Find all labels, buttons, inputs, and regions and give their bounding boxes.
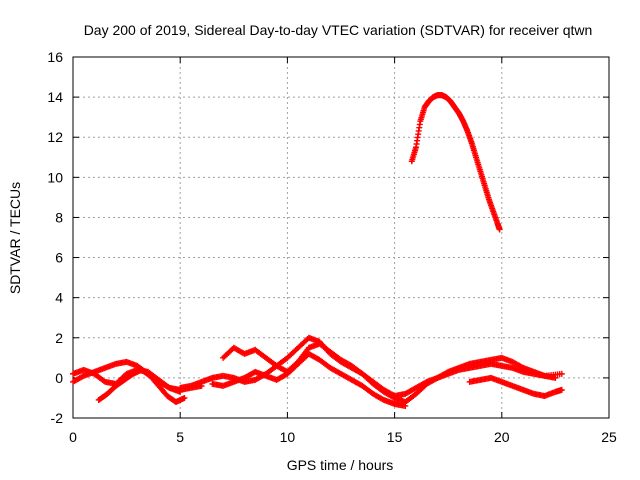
y-tick-label: 4 xyxy=(55,290,63,306)
series-satellite-track-6 xyxy=(209,350,409,409)
series-satellite-track-3 xyxy=(95,366,188,405)
x-tick-label: 10 xyxy=(280,429,296,445)
chart-title: Day 200 of 2019, Sidereal Day-to-day VTE… xyxy=(84,22,593,38)
x-tick-label: 0 xyxy=(69,429,77,445)
y-tick-label: 16 xyxy=(47,49,63,65)
data-point xyxy=(181,394,188,401)
x-tick-label: 25 xyxy=(601,429,617,445)
data-point xyxy=(496,226,503,233)
y-axis-label: SDTVAR / TECUs xyxy=(7,182,23,294)
data-points xyxy=(70,92,565,409)
y-tick-label: 12 xyxy=(47,129,63,145)
y-tick-label: 6 xyxy=(55,250,63,266)
y-tick-label: 14 xyxy=(47,89,63,105)
data-point xyxy=(558,386,565,393)
y-tick-label: 0 xyxy=(55,370,63,386)
grid-lines xyxy=(73,57,609,418)
plot-frame xyxy=(72,56,610,419)
y-tick-label: 8 xyxy=(55,209,63,225)
data-point xyxy=(552,374,559,381)
x-tick-label: 5 xyxy=(176,429,184,445)
y-tick-labels: -2 0 2 4 6 8 10 12 14 16 xyxy=(47,49,63,426)
x-tick-label: 15 xyxy=(387,429,403,445)
data-point xyxy=(558,370,565,377)
data-point xyxy=(402,402,409,409)
series-satellite-track-8 xyxy=(408,92,503,233)
x-axis-label: GPS time / hours xyxy=(287,457,394,473)
y-tick-label: 10 xyxy=(47,169,63,185)
y-tick-label: -2 xyxy=(51,410,64,426)
plot-area xyxy=(72,56,610,419)
x-tick-labels: 0 5 10 15 20 25 xyxy=(69,429,617,445)
x-tick-label: 20 xyxy=(494,429,510,445)
y-tick-label: 2 xyxy=(55,330,63,346)
series-satellite-track-7 xyxy=(466,374,565,399)
